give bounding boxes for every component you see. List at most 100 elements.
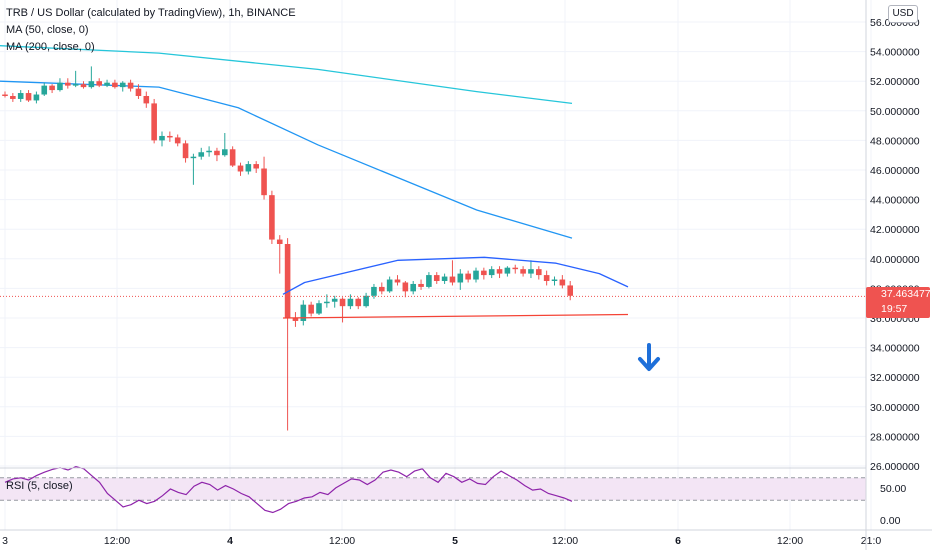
currency-button[interactable]: USD [888,5,918,23]
candle-body [473,270,479,280]
candle-body [127,82,134,89]
candle [159,131,165,147]
candle-body [119,82,126,88]
candle-body [182,143,189,159]
candle [119,81,126,92]
x-tick-label: 21:0 [861,535,882,547]
candle [276,235,283,274]
y-tick-label: 50.000000 [870,106,920,118]
candle-body [2,94,8,96]
pattern-drawings[interactable] [0,256,866,371]
candle [237,162,244,176]
candle-body [253,164,259,169]
candle [402,281,409,298]
y-tick-label: 52.000000 [870,76,920,88]
candle-body [112,82,118,88]
candle-body [96,81,102,86]
candle-body [269,195,275,240]
candle-body [496,269,503,274]
candle [206,146,212,157]
candle [347,294,354,310]
candle [426,272,432,289]
candle-body [379,286,385,292]
candle-body [465,273,471,280]
y-tick-label: 28.000000 [870,431,920,443]
candle-body [17,93,24,99]
candle [229,146,236,168]
candle-body [151,103,157,141]
candle-body [536,269,542,276]
candle [355,297,362,310]
candle [371,283,377,299]
candle-body [394,279,401,283]
y-tick-label: 46.000000 [870,165,920,177]
y-tick-label: 34.000000 [870,343,920,355]
candle-body [308,304,314,314]
x-tick-label: 12:00 [777,535,803,547]
candle [418,279,424,290]
candle-body [159,135,165,141]
ma-50-path [0,80,573,239]
candle [222,133,228,157]
candle-body [386,279,393,292]
candle [379,282,385,295]
candle [551,276,558,286]
candle [473,267,479,283]
y-tick-label: 44.000000 [870,195,920,207]
candle-body [559,279,566,286]
bar-countdown: 19:57 [881,303,908,316]
candle [520,266,526,277]
x-tick-label: 4 [227,535,233,547]
candle-body [167,135,173,138]
candle [496,266,503,279]
candle [143,91,150,108]
candle [324,294,330,308]
x-tick-label: 5 [452,535,458,547]
candle [567,281,573,301]
candle [481,267,487,280]
candle [65,78,71,89]
candlestick-series[interactable] [2,66,573,431]
ma200-legend[interactable]: MA (200, close, 0) [6,41,95,53]
candle [104,79,110,88]
candle-body [206,150,212,153]
candle-body [433,275,440,281]
candle [433,272,440,284]
last-price-tag: 37.463477 19:57 [866,287,931,319]
candle-body [284,244,291,318]
candle-body [426,275,432,287]
rounding-top-curve [282,256,629,295]
candle [112,79,118,89]
candle [394,275,401,286]
candle [80,81,87,89]
ma50-legend[interactable]: MA (50, close, 0) [6,24,89,36]
candle [339,297,346,323]
chart-title[interactable]: TRB / US Dollar (calculated by TradingVi… [6,7,296,19]
candle [41,82,48,96]
candle-body [261,168,267,196]
candle [284,238,291,431]
candle-body [214,150,220,156]
candle-body [355,298,362,307]
rsi-pane[interactable] [0,465,866,514]
candle-body [80,84,87,88]
rsi-legend[interactable]: RSI (5, close) [6,480,73,492]
candle [88,66,95,89]
candle [543,270,550,286]
candle [465,270,471,283]
candle [512,264,519,274]
ma-200-path [0,45,573,105]
candle-body [449,276,456,283]
y-tick-label: 48.000000 [870,135,920,147]
down-arrow-head [638,357,660,371]
neckline [282,313,629,319]
x-tick-label: 3 [2,535,8,547]
candle-body [143,96,150,104]
candle-body [49,85,55,91]
candle-body [331,298,338,302]
candle [198,147,205,160]
candle [488,266,495,279]
y-tick-label: 42.000000 [870,224,920,236]
